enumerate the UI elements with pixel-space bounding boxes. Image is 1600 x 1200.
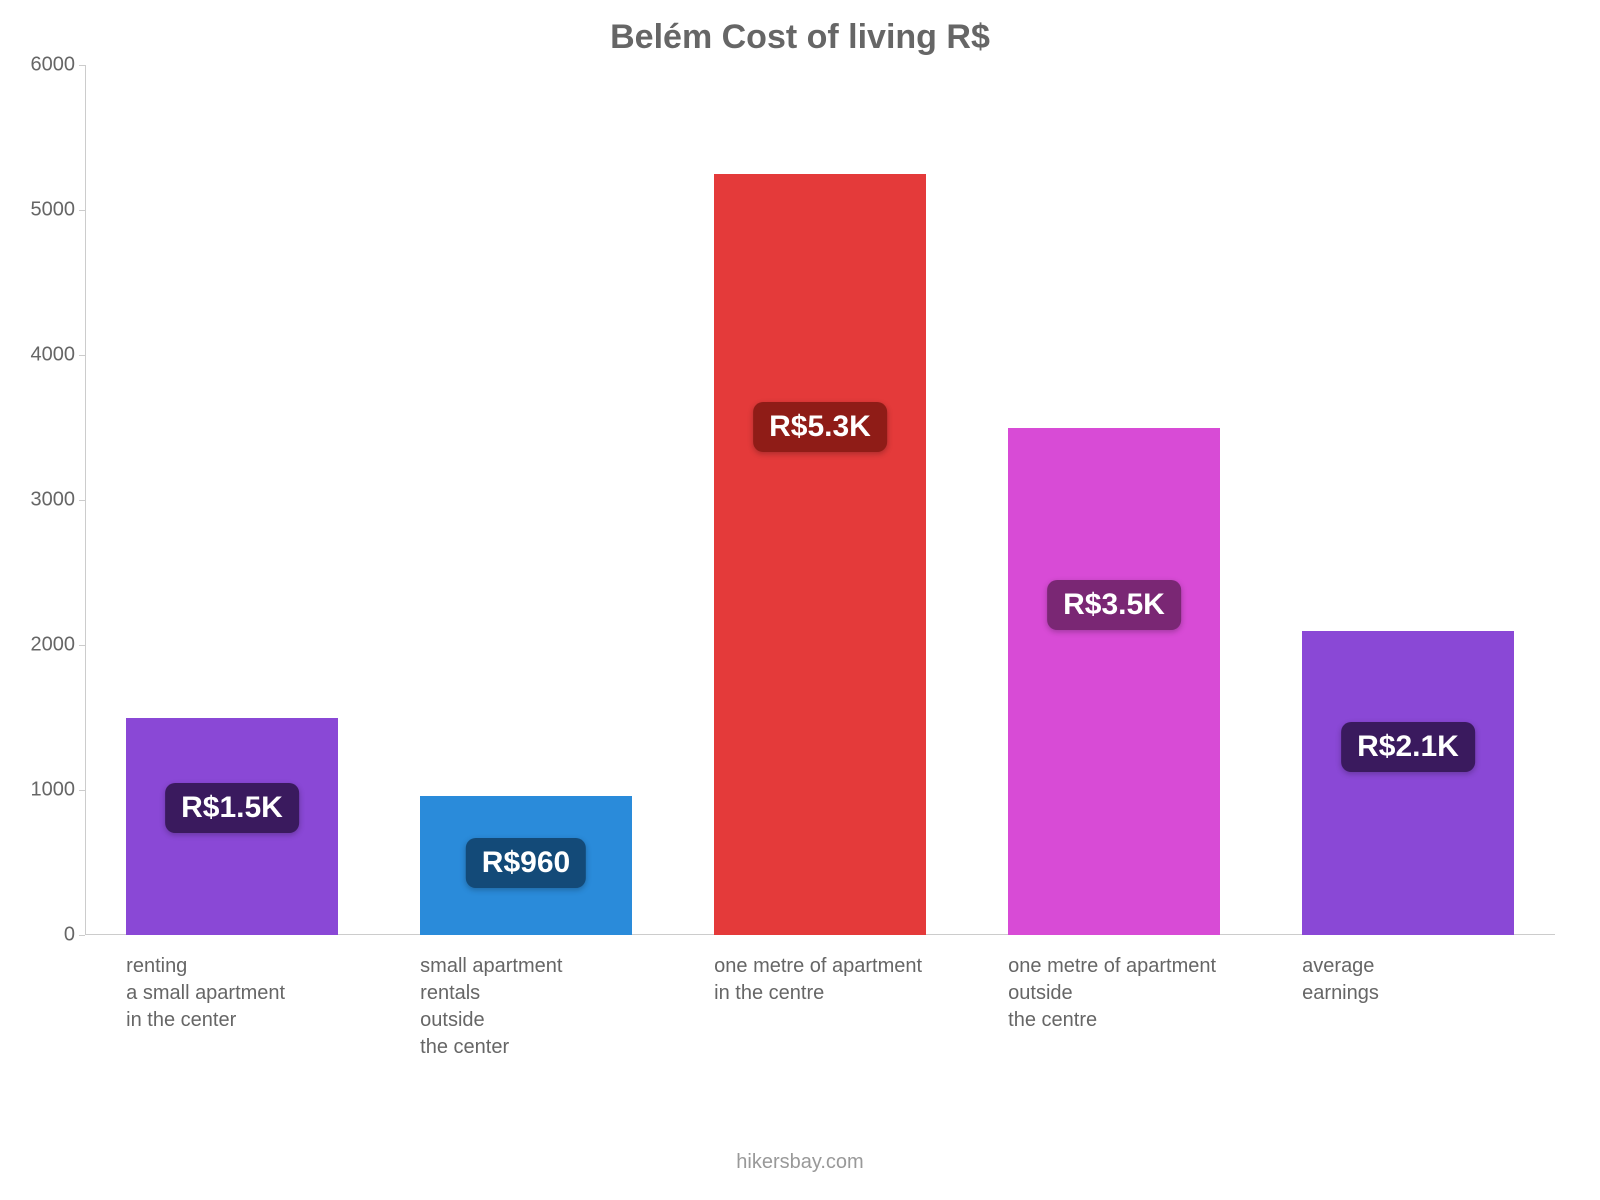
y-tick-mark <box>79 355 85 356</box>
y-tick-mark <box>79 65 85 66</box>
bar: R$3.5K <box>1008 428 1220 936</box>
y-tick-label: 5000 <box>15 199 75 222</box>
y-tick-label: 4000 <box>15 344 75 367</box>
bar-value-badge: R$1.5K <box>165 783 299 833</box>
x-category-label: one metre of apartment outside the centr… <box>1008 953 1220 1034</box>
y-tick-mark <box>79 645 85 646</box>
y-tick-mark <box>79 210 85 211</box>
y-tick-label: 0 <box>15 924 75 947</box>
bar-value-badge: R$3.5K <box>1047 580 1181 630</box>
bar: R$1.5K <box>126 718 338 936</box>
x-category-label: average earnings <box>1302 953 1514 1007</box>
y-tick-label: 6000 <box>15 54 75 77</box>
plot-area: 0100020003000400050006000R$1.5KR$960R$5.… <box>85 65 1555 935</box>
chart-title: Belém Cost of living R$ <box>0 18 1600 57</box>
y-tick-mark <box>79 500 85 501</box>
y-tick-label: 3000 <box>15 489 75 512</box>
bar: R$5.3K <box>714 174 926 935</box>
bar-value-badge: R$2.1K <box>1341 722 1475 772</box>
y-tick-label: 1000 <box>15 779 75 802</box>
y-axis-line <box>85 65 86 935</box>
bar: R$2.1K <box>1302 631 1514 936</box>
bar: R$960 <box>420 796 632 935</box>
bar-value-badge: R$960 <box>466 838 586 888</box>
x-category-label: renting a small apartment in the center <box>126 953 338 1034</box>
x-category-label: small apartment rentals outside the cent… <box>420 953 632 1061</box>
x-category-label: one metre of apartment in the centre <box>714 953 926 1007</box>
y-tick-mark <box>79 790 85 791</box>
bar-value-badge: R$5.3K <box>753 402 887 452</box>
chart-container: Belém Cost of living R$ 0 1000 2000 3000 400… <box>0 0 1600 1200</box>
y-tick-mark <box>79 935 85 936</box>
attribution-text: hikersbay.com <box>0 1151 1600 1174</box>
y-tick-label: 2000 <box>15 634 75 657</box>
